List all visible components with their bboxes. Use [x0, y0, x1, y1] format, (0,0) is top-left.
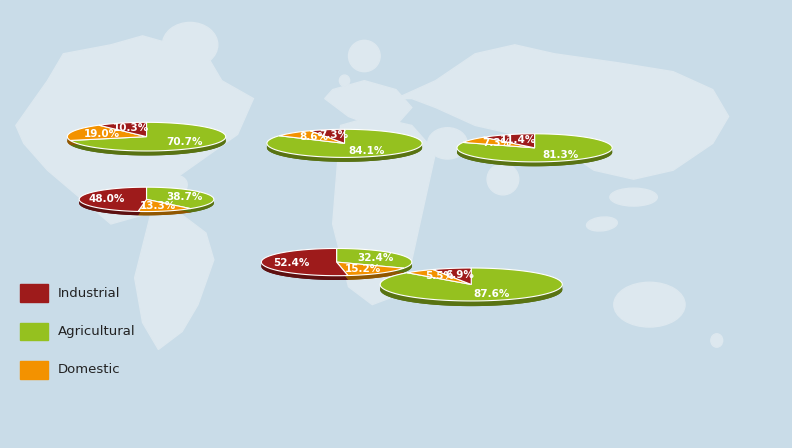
Text: Domestic: Domestic [58, 363, 120, 376]
Polygon shape [138, 199, 190, 211]
Polygon shape [457, 134, 612, 162]
Polygon shape [457, 138, 612, 166]
Text: 15.2%: 15.2% [345, 264, 381, 274]
Text: 48.0%: 48.0% [88, 194, 124, 204]
Polygon shape [337, 249, 412, 268]
Polygon shape [337, 262, 404, 272]
Polygon shape [267, 134, 422, 162]
Polygon shape [79, 191, 147, 215]
Text: 81.3%: 81.3% [543, 150, 578, 160]
Polygon shape [147, 187, 214, 209]
Polygon shape [280, 135, 345, 148]
Text: Industrial: Industrial [58, 287, 120, 300]
Ellipse shape [587, 217, 617, 231]
Text: 11.4%: 11.4% [500, 135, 536, 145]
Polygon shape [138, 203, 190, 215]
Polygon shape [337, 262, 348, 280]
Polygon shape [147, 191, 214, 212]
Polygon shape [463, 142, 535, 152]
Text: 70.7%: 70.7% [166, 137, 203, 147]
Polygon shape [138, 209, 190, 215]
Polygon shape [380, 284, 562, 306]
Text: 7.3%: 7.3% [482, 138, 512, 148]
Polygon shape [261, 249, 348, 276]
Polygon shape [310, 134, 345, 148]
Polygon shape [70, 137, 147, 145]
Ellipse shape [154, 175, 187, 201]
Text: 52.4%: 52.4% [273, 258, 310, 268]
Bar [20, 361, 48, 379]
Polygon shape [407, 270, 471, 284]
Polygon shape [433, 273, 471, 289]
Text: 5.5%: 5.5% [425, 271, 455, 281]
Ellipse shape [678, 108, 692, 125]
Polygon shape [67, 129, 147, 145]
Polygon shape [337, 266, 404, 280]
Text: 19.0%: 19.0% [83, 129, 120, 139]
Ellipse shape [428, 128, 467, 159]
Polygon shape [79, 187, 147, 211]
Polygon shape [79, 199, 138, 215]
Polygon shape [396, 45, 729, 179]
Ellipse shape [487, 164, 519, 195]
Polygon shape [16, 36, 253, 224]
Text: 6.9%: 6.9% [445, 270, 474, 280]
Polygon shape [380, 268, 562, 301]
Polygon shape [337, 253, 412, 272]
Polygon shape [404, 262, 412, 272]
Polygon shape [147, 199, 190, 212]
Polygon shape [138, 199, 147, 215]
Polygon shape [138, 199, 147, 215]
Polygon shape [67, 125, 147, 141]
Polygon shape [333, 116, 436, 305]
Polygon shape [70, 122, 226, 151]
Polygon shape [70, 137, 147, 145]
Polygon shape [337, 262, 404, 276]
Polygon shape [261, 253, 348, 280]
Text: Agricultural: Agricultural [58, 325, 135, 338]
Ellipse shape [610, 188, 657, 206]
Polygon shape [67, 137, 70, 145]
Text: 7.3%: 7.3% [319, 130, 348, 140]
Text: 32.4%: 32.4% [357, 253, 393, 263]
Ellipse shape [339, 75, 350, 86]
Polygon shape [484, 138, 535, 152]
Bar [20, 284, 48, 302]
Ellipse shape [162, 22, 218, 67]
Bar [20, 323, 48, 340]
Text: 38.7%: 38.7% [166, 192, 203, 202]
Polygon shape [70, 137, 226, 155]
Polygon shape [407, 275, 471, 289]
Polygon shape [99, 127, 147, 141]
Polygon shape [457, 148, 612, 166]
Polygon shape [337, 262, 404, 272]
Polygon shape [261, 262, 348, 280]
Polygon shape [463, 137, 535, 148]
Polygon shape [190, 199, 214, 212]
Ellipse shape [711, 334, 723, 347]
Polygon shape [99, 122, 147, 137]
Polygon shape [325, 81, 412, 125]
Text: 8.6%: 8.6% [299, 132, 328, 142]
Text: 13.3%: 13.3% [140, 201, 177, 211]
Text: 84.1%: 84.1% [348, 146, 385, 156]
Text: 87.6%: 87.6% [474, 289, 510, 299]
Polygon shape [147, 199, 190, 212]
Polygon shape [310, 129, 345, 143]
Ellipse shape [614, 282, 685, 327]
Polygon shape [280, 131, 345, 143]
Polygon shape [70, 127, 226, 155]
Polygon shape [267, 129, 422, 157]
Ellipse shape [348, 40, 380, 72]
Text: 10.3%: 10.3% [113, 124, 150, 134]
Polygon shape [267, 143, 422, 162]
Polygon shape [348, 268, 404, 280]
Polygon shape [433, 268, 471, 284]
Polygon shape [380, 273, 562, 306]
Polygon shape [484, 134, 535, 148]
Polygon shape [337, 262, 348, 280]
Polygon shape [135, 215, 214, 349]
